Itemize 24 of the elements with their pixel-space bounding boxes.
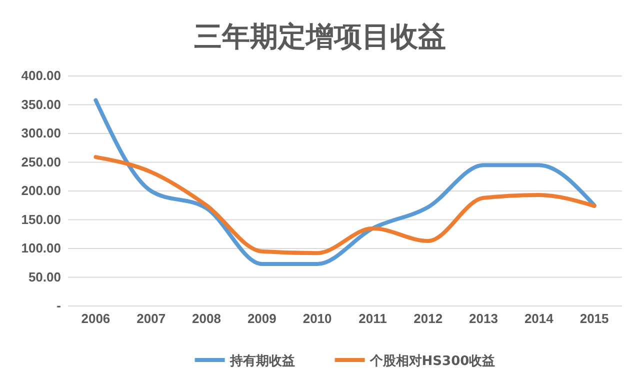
legend-label: 个股相对HS300收益 (368, 354, 496, 369)
y-tick-label: 300.00 (21, 126, 61, 141)
y-tick-label: 150.00 (21, 212, 61, 227)
y-tick-label: 100.00 (21, 240, 61, 256)
line-series (94, 98, 596, 266)
line-series (94, 155, 596, 256)
x-tick-label: 2011 (358, 311, 387, 326)
y-tick-label: 400.00 (21, 68, 61, 84)
x-tick-label: 2006 (81, 311, 110, 326)
x-tick-label: 2009 (247, 311, 276, 326)
x-tick-label: 2007 (136, 311, 166, 326)
y-tick-label: 350.00 (21, 96, 61, 112)
y-tick-label: 200.00 (21, 183, 61, 198)
x-tick-label: 2014 (524, 311, 554, 326)
x-tick-label: 2008 (192, 311, 221, 326)
x-tick-label: 2015 (580, 311, 609, 326)
x-tick-label: 2010 (302, 311, 332, 326)
legend-label: 持有期收益 (228, 354, 295, 369)
x-tick-label: 2013 (469, 311, 498, 326)
chart-title: 三年期定增项目收益 (194, 20, 446, 53)
y-tick-label: 250.00 (21, 154, 61, 170)
x-tick-label: 2012 (414, 311, 443, 326)
y-tick-label: - (56, 298, 61, 314)
y-tick-label: 50.00 (28, 269, 61, 284)
